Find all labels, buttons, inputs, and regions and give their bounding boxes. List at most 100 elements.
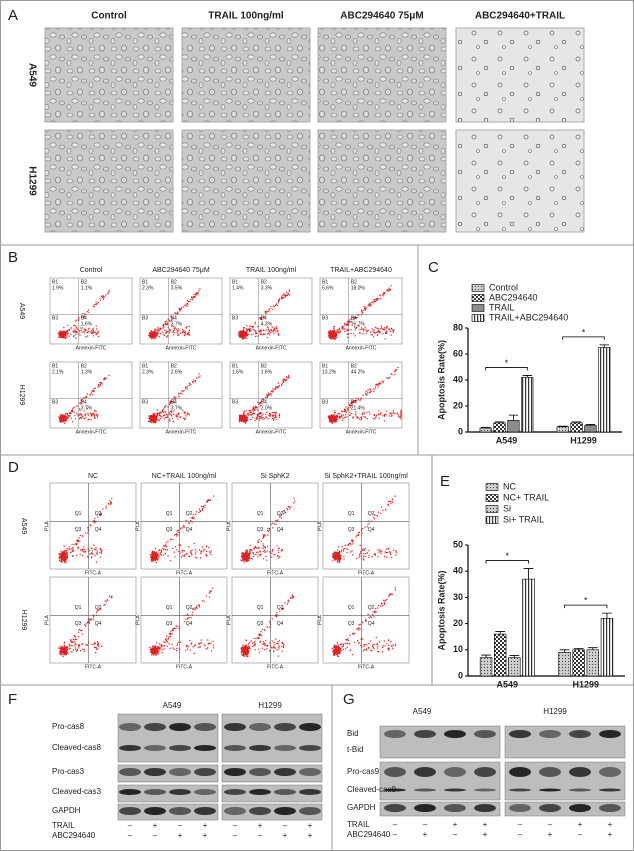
axis-label: Annexin-FITC <box>256 345 287 351</box>
blot-membrane <box>117 713 219 763</box>
blot-band <box>119 789 141 795</box>
axis-label: PI-A <box>44 614 50 624</box>
quadrant-label: B3 <box>142 400 148 406</box>
row-label: H1299 <box>26 166 37 196</box>
quadrant-label: B1 <box>232 363 238 369</box>
significance-mark: * <box>505 358 509 368</box>
column-heading: ABC294640 75μM <box>340 11 423 22</box>
legend-label: NC <box>503 481 516 491</box>
quadrant-label: B3 <box>232 316 238 322</box>
bar <box>570 422 583 433</box>
quadrant-label: B1 <box>322 279 328 285</box>
blot-band <box>569 730 591 738</box>
blot-membrane <box>221 764 323 783</box>
axis-label: Annexin-FITC <box>76 429 107 435</box>
legend-swatch <box>471 304 485 312</box>
legend-swatch <box>471 284 485 292</box>
quadrant-value: 2.1% <box>52 369 64 375</box>
quadrant-value: 1.3% <box>81 369 93 375</box>
blot-band <box>169 789 191 795</box>
blot-band <box>274 789 296 795</box>
quadrant-label: B2 <box>171 279 177 285</box>
quadrant-value: 16.7% <box>351 322 366 328</box>
treatment-sign: + <box>548 830 553 839</box>
y-tick-label: 20 <box>453 400 463 410</box>
quadrant-label: Q3 <box>257 621 264 627</box>
treatment-sign: + <box>203 821 208 830</box>
event-cloud <box>148 288 201 340</box>
column-heading: NC <box>88 473 98 480</box>
treatment-sign: – <box>393 830 398 839</box>
band-label: Pro-cas8 <box>52 722 85 731</box>
error-bar <box>599 344 610 348</box>
axis-label: PI-A <box>135 520 141 530</box>
quadrant-label: Q2 <box>277 511 284 517</box>
quadrant-label: Q2 <box>95 511 102 517</box>
blot-band <box>444 767 466 777</box>
blot-band <box>599 788 621 792</box>
quadrant-label: B1 <box>232 279 238 285</box>
quadrant-label: Q2 <box>368 511 375 517</box>
axis-label: Annexin-FITC <box>166 429 197 435</box>
treatment-sign: + <box>608 820 613 829</box>
blot-band <box>414 767 436 777</box>
blot-membrane <box>221 784 323 803</box>
event-cloud <box>58 374 110 424</box>
micrograph <box>181 129 311 233</box>
blot-band <box>299 789 321 795</box>
axis-label: PI-A <box>135 614 141 624</box>
bar <box>598 347 611 433</box>
legend-label: Si <box>503 503 511 513</box>
quadrant-label: B4 <box>351 316 357 322</box>
quadrant-label: Q4 <box>368 621 375 627</box>
y-tick-label: 50 <box>453 539 463 549</box>
quadrant-label: Q3 <box>348 527 355 533</box>
panel-dividers <box>0 244 634 851</box>
quadrant-label: Q1 <box>348 511 355 517</box>
quadrant-value: 3.7% <box>171 406 183 412</box>
quadrant-value: 4.3% <box>261 322 273 328</box>
treatment-sign: + <box>423 830 428 839</box>
band-label: Pro-cas9 <box>347 767 380 776</box>
bar <box>521 377 534 433</box>
blot-band <box>119 723 141 731</box>
row-label: A549 <box>26 63 37 87</box>
blot-band <box>384 730 406 738</box>
x-tick-label: A549 <box>496 435 518 445</box>
error-bar <box>508 414 519 421</box>
treatment-sign: + <box>483 830 488 839</box>
bar <box>584 425 597 433</box>
error-bar <box>559 649 570 653</box>
event-cloud <box>332 495 397 563</box>
axis-label: FITC-A <box>267 664 284 670</box>
blot-band <box>414 804 436 812</box>
band-label: t-Bid <box>347 745 363 754</box>
error-bar <box>571 421 582 423</box>
quadrant-label: Q1 <box>257 605 264 611</box>
row-label: A549 <box>20 518 27 534</box>
quadrant-label: B2 <box>351 363 357 369</box>
event-cloud <box>331 587 397 657</box>
column-heading: Si SphK2 <box>260 473 289 480</box>
blot-band <box>249 723 271 731</box>
blot-band <box>144 789 166 795</box>
cell-line-heading: H1299 <box>258 701 282 710</box>
blot-band <box>569 767 591 777</box>
blot-band <box>299 807 321 815</box>
x-tick-label: A549 <box>496 679 518 689</box>
blot-membrane <box>221 713 323 763</box>
legend-label: NC+ TRAIL <box>503 492 549 502</box>
blot-band <box>509 788 531 792</box>
treatment-label: TRAIL <box>52 821 75 830</box>
treatment-sign: – <box>128 831 133 840</box>
error-bar <box>523 568 534 580</box>
blot-band <box>509 730 531 738</box>
quadrant-value: 3.5% <box>171 285 183 291</box>
quadrant-label: Q3 <box>166 527 173 533</box>
blot-band <box>249 789 271 795</box>
blot-band <box>224 723 246 731</box>
blot-band <box>444 788 466 792</box>
axis-label: FITC-A <box>358 570 375 576</box>
y-tick-label: 10 <box>453 644 463 654</box>
legend-label: ABC294640 <box>489 292 538 302</box>
